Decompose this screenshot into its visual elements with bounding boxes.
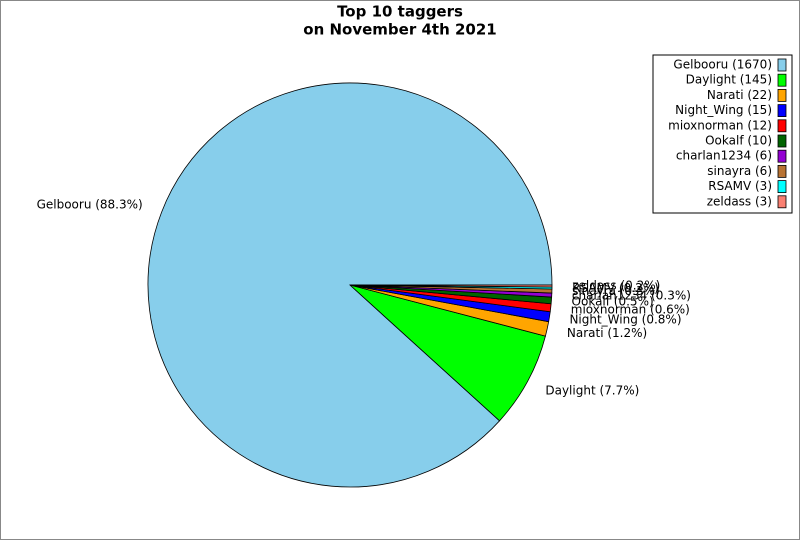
slice-label: RSAMV (0.2%) xyxy=(572,281,659,295)
slice-label: Gelbooru (88.3%) xyxy=(37,197,143,211)
slice-label: mioxnorman (0.6%) xyxy=(571,303,690,317)
pie-slice xyxy=(349,284,553,288)
legend-label: Narati (22) xyxy=(707,88,772,102)
legend-swatch xyxy=(777,58,787,72)
pie-slice xyxy=(349,284,546,422)
legend-label: Daylight (145) xyxy=(686,73,772,87)
chart-subtitle: on November 4th 2021 xyxy=(303,21,496,39)
slice-label: Night_Wing (0.8%) xyxy=(569,312,681,326)
legend-label: RSAMV (3) xyxy=(708,179,772,193)
chart-title: Top 10 taggers xyxy=(337,3,463,21)
legend-box xyxy=(652,54,793,214)
legend-label: Ookalf (10) xyxy=(705,134,772,148)
legend-swatch xyxy=(777,119,787,133)
legend-swatch xyxy=(777,73,787,87)
legend-swatch xyxy=(777,89,787,102)
legend-label: Night_Wing (15) xyxy=(675,103,772,117)
slice-label: Ookalf (0.5%) xyxy=(572,294,654,308)
legend-swatch xyxy=(777,134,787,148)
legend-label: mioxnorman (12) xyxy=(668,118,772,132)
legend-label: zeldass (3) xyxy=(707,194,772,208)
legend-label: sinayra (6) xyxy=(707,164,772,178)
legend-swatch xyxy=(777,195,787,209)
slice-label: Narati (1.2%) xyxy=(567,326,647,340)
slice-label: sinayra (0.3%) xyxy=(572,284,660,298)
slice-label: Daylight (7.7%) xyxy=(545,383,639,397)
legend-label: charlan1234 (6) xyxy=(676,149,772,163)
legend-swatch xyxy=(777,149,787,163)
slice-label: zeldass (0.2%) xyxy=(572,279,660,293)
legend-swatch xyxy=(777,164,787,178)
legend-label: Gelbooru (1670) xyxy=(673,58,772,72)
legend-swatch xyxy=(777,180,787,194)
legend-swatch xyxy=(777,104,787,117)
slice-label: charlan1234 (0.3%) xyxy=(572,289,691,303)
